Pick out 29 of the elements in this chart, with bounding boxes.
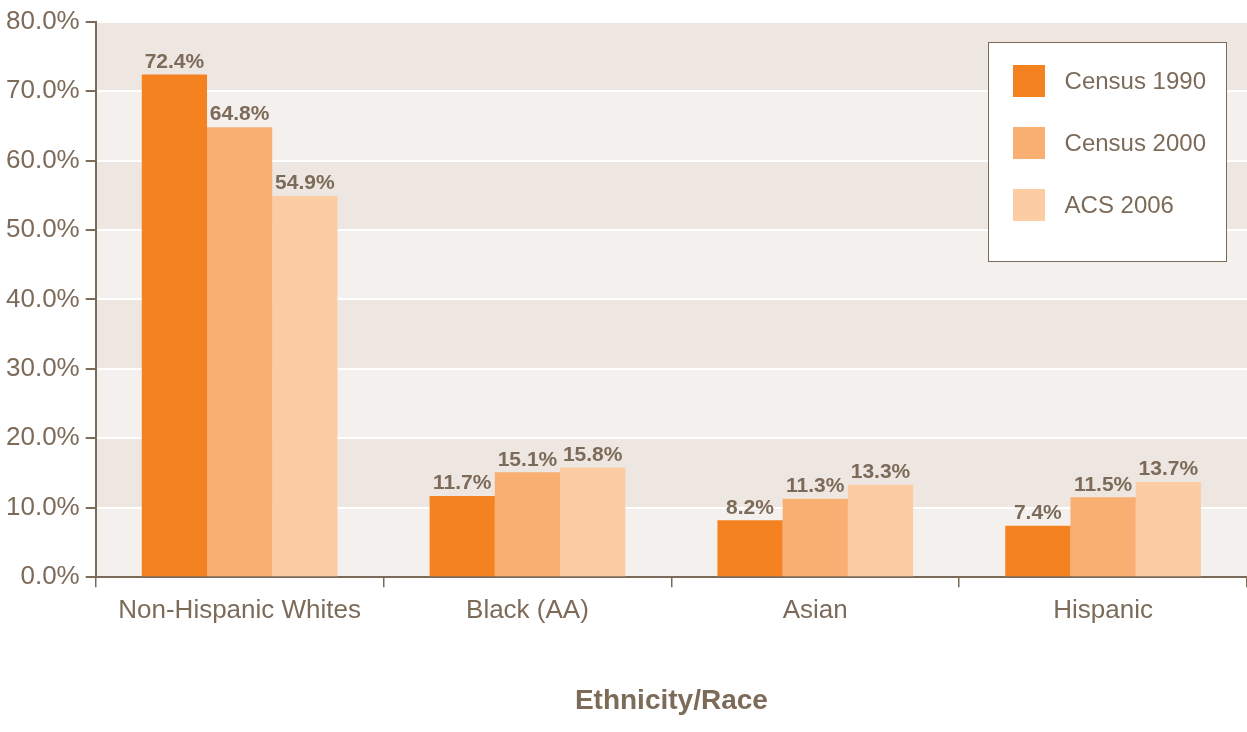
y-tick-label: 70.0% — [5, 74, 80, 105]
data-label: 64.8% — [209, 101, 270, 125]
data-label: 54.9% — [275, 170, 335, 194]
data-label: 8.2% — [726, 494, 775, 518]
data-label: 15.8% — [562, 441, 623, 465]
legend-label: Census 2000 — [1064, 129, 1206, 157]
x-tick-label: Black (AA) — [466, 593, 589, 624]
data-label: 11.5% — [1073, 471, 1133, 495]
x-tick-label: Asian — [782, 593, 848, 624]
data-label: 11.3% — [786, 473, 845, 497]
y-tick-label: 30.0% — [5, 352, 80, 383]
data-label: 11.7% — [433, 470, 492, 494]
x-tick-label: Hispanic — [1053, 593, 1153, 624]
y-tick-label: 50.0% — [5, 213, 80, 244]
y-tick-label: 20.0% — [5, 421, 80, 452]
data-label: 13.7% — [1138, 456, 1199, 480]
data-label: 13.3% — [850, 459, 911, 483]
x-tick-label: Non-Hispanic Whites — [118, 593, 362, 624]
data-label: 7.4% — [1013, 500, 1063, 524]
legend-label: ACS 2006 — [1064, 191, 1174, 219]
y-tick-label: 40.0% — [5, 282, 80, 313]
x-axis-title: Ethnicity/Race — [574, 683, 768, 715]
y-tick-label: 80.0% — [5, 4, 80, 35]
y-tick-label: 0.0% — [20, 560, 80, 591]
data-label: 72.4% — [144, 48, 205, 72]
y-tick-label: 10.0% — [5, 490, 80, 521]
data-label: 15.1% — [497, 446, 558, 470]
y-tick-label: 60.0% — [5, 143, 80, 174]
legend-label: Census 1990 — [1064, 67, 1206, 95]
